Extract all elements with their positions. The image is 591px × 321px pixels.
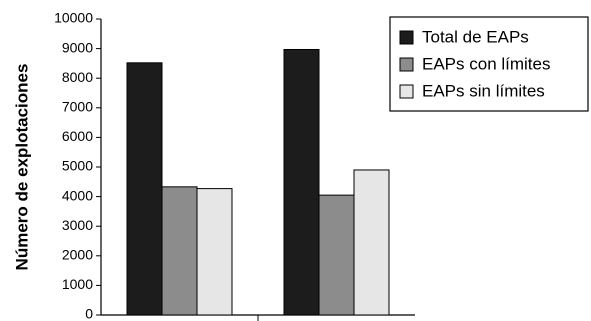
legend: Total de EAPs EAPs con límites EAPs sin lí…: [389, 16, 589, 112]
y-tick-label: 8000: [62, 69, 93, 85]
bar: [353, 169, 390, 316]
bar: [161, 186, 198, 316]
bars: [126, 48, 390, 316]
legend-label: Total de EAPs: [422, 27, 529, 46]
y-tick-label: 1000: [62, 276, 93, 292]
y-tick-label: 9000: [62, 39, 93, 55]
bar: [126, 62, 163, 316]
y-tick-label: 6000: [62, 128, 93, 144]
y-tick-label: 4000: [62, 187, 93, 203]
bar: [196, 188, 233, 316]
legend-label: EAPs sin límites: [422, 81, 545, 100]
legend-swatch: [399, 84, 414, 99]
legend-box: [389, 16, 589, 112]
axes: 0 1000 2000 3000 4000 5000 6000 7000 8000 9000 100…: [54, 10, 415, 321]
y-tick-label: 2000: [62, 247, 93, 263]
bar: [283, 48, 320, 316]
y-tick-label: 5000: [62, 158, 93, 174]
y-axis-label: Número de explotaciones: [12, 64, 31, 271]
bar: [318, 194, 355, 316]
legend-label: EAPs con límites: [422, 54, 551, 73]
legend-swatch: [399, 30, 414, 45]
y-tick-label: 7000: [62, 99, 93, 115]
y-tick-label: 10000: [54, 10, 93, 26]
y-tick-label: 3000: [62, 217, 93, 233]
y-tick-label: 0: [85, 306, 93, 321]
legend-swatch: [399, 57, 414, 72]
